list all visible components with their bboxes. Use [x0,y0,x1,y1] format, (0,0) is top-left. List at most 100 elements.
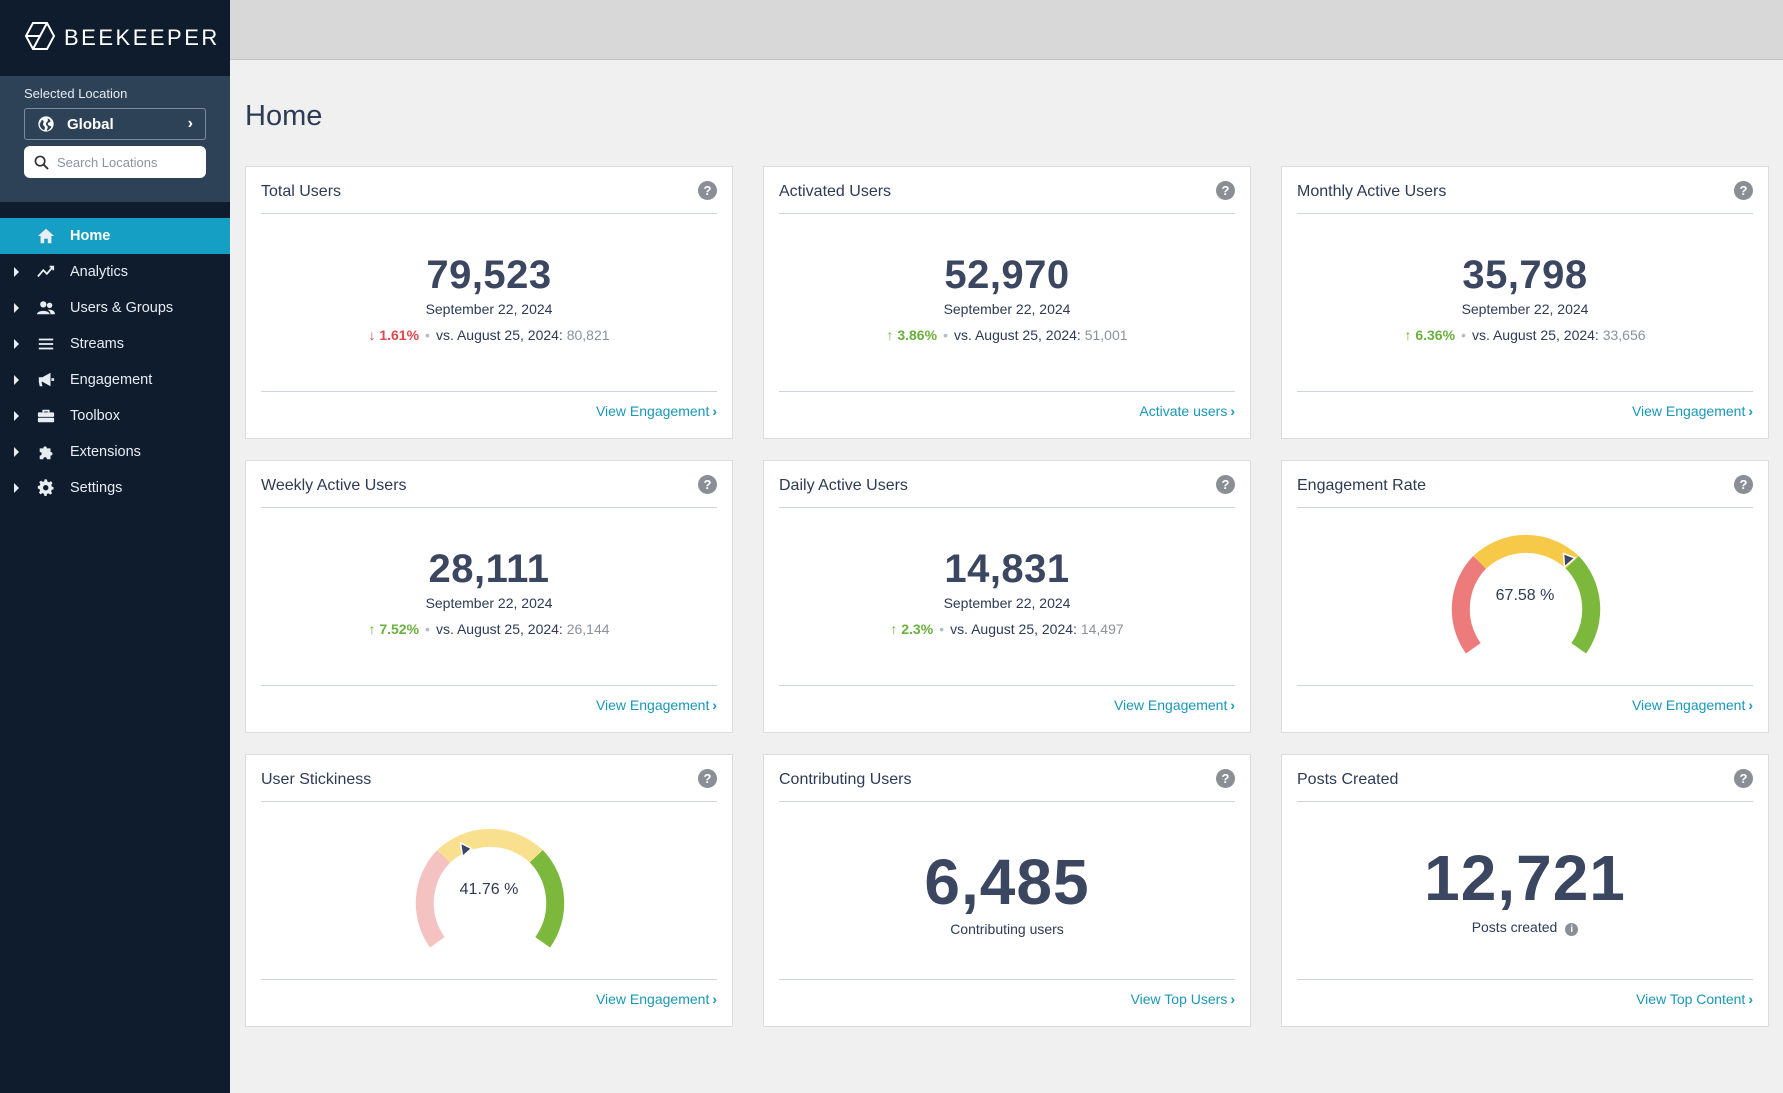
link-label: View Top Users [1130,991,1228,1007]
separator-dot: • [943,327,948,343]
divider [261,979,717,980]
toolbox-icon [36,406,56,426]
chevron-right-icon: › [1230,403,1235,419]
card-title: User Stickiness [261,771,372,788]
card-title: Activated Users [779,183,892,200]
divider [261,685,717,686]
main-nav: Home Analytics Users & Groups Streams En… [0,218,230,506]
nav-item-streams[interactable]: Streams [0,326,230,362]
help-icon[interactable]: ? [1216,181,1235,200]
help-icon[interactable]: ? [698,181,717,200]
metric-date: September 22, 2024 [943,301,1071,317]
help-icon[interactable]: ? [1734,475,1753,494]
help-icon[interactable]: ? [1734,769,1753,788]
help-icon[interactable]: ? [698,769,717,788]
home-icon [36,226,56,246]
link-label: View Engagement [1631,403,1746,419]
activate-users-link[interactable]: Activate users › [1139,403,1235,419]
brand[interactable]: BEEKEEPER [0,0,230,76]
card-posts-created: Posts Created ? 12,721 Posts created i Vi… [1281,754,1769,1027]
card-contributing-users: Contributing Users ? 6,485 Contributing … [763,754,1251,1027]
link-label: View Engagement [1113,697,1228,713]
card-title: Daily Active Users [779,477,908,494]
separator-dot: • [425,327,430,343]
nav-label: Toolbox [70,408,120,424]
brand-name: BEEKEEPER [64,25,220,50]
location-selected: Global [67,115,114,133]
metric-date: September 22, 2024 [1461,301,1589,317]
separator-dot: • [425,621,430,637]
link-label: View Top Content [1636,991,1746,1007]
location-label: Selected Location [24,86,128,101]
metric-date: September 22, 2024 [425,301,553,317]
engagement-rate-gauge [1451,535,1601,654]
help-icon[interactable]: ? [1216,475,1235,494]
card-daily-active-users: Daily Active Users ? 14,831 September 22… [763,460,1251,733]
view-engagement-link[interactable]: View Engagement › [1632,403,1753,419]
metric-caption: Contributing users [950,921,1064,937]
card-title: Total Users [261,183,342,200]
search-locations-input[interactable] [57,154,187,170]
link-label: View Engagement [1631,697,1746,713]
link-label: Activate users [1139,403,1228,419]
nav-item-users-groups[interactable]: Users & Groups [0,290,230,326]
comparison-label: vs. August 25, 2024: [953,327,1081,343]
location-search[interactable] [24,146,206,178]
metric-value: 6,485 [924,846,1090,918]
view-engagement-link[interactable]: View Engagement › [596,991,717,1007]
divider [779,979,1235,980]
link-label: View Engagement [595,403,710,419]
nav-item-extensions[interactable]: Extensions [0,434,230,470]
view-engagement-link[interactable]: View Engagement › [1114,697,1235,713]
metric-comparison: ↓ 1.61% • vs. August 25, 2024: 80,821 [246,327,732,343]
card-weekly-active-users: Weekly Active Users ? 28,111 September 2… [245,460,733,733]
view-engagement-link[interactable]: View Engagement › [596,403,717,419]
divider [779,801,1235,802]
divider [779,685,1235,686]
metric-value: 35,798 [1462,253,1588,297]
divider [1297,685,1753,686]
page-title: Home [245,100,323,132]
nav-item-analytics[interactable]: Analytics [0,254,230,290]
link-label: View Engagement [595,991,710,1007]
metric-value: 79,523 [426,253,552,297]
help-icon[interactable]: ? [698,475,717,494]
help-icon[interactable]: ? [1734,181,1753,200]
view-engagement-link[interactable]: View Engagement › [596,697,717,713]
nav-item-engagement[interactable]: Engagement [0,362,230,398]
metric-caption-row: Posts created i [1282,919,1768,936]
nav-item-toolbox[interactable]: Toolbox [0,398,230,434]
gauge-value: 41.76 % [459,881,519,898]
location-select[interactable]: Global › [24,108,206,140]
view-top-users-link[interactable]: View Top Users › [1131,991,1235,1007]
metric-date: September 22, 2024 [943,595,1071,611]
divider [779,213,1235,214]
comparison-label: vs. August 25, 2024: [1471,327,1599,343]
card-monthly-active-users: Monthly Active Users ? 35,798 September … [1281,166,1769,439]
comparison-label: vs. August 25, 2024: [950,621,1077,637]
list-icon [36,334,56,354]
card-title: Weekly Active Users [261,477,407,494]
change-percent: 3.86% [897,327,938,343]
nav-label: Settings [70,480,123,496]
metric-caption: Posts created [1471,919,1558,935]
comparison-label: vs. August 25, 2024: [435,621,563,637]
help-icon[interactable]: ? [1216,769,1235,788]
metric-comparison: ↑ 6.36% • vs. August 25, 2024: 33,656 [1282,327,1768,343]
view-engagement-link[interactable]: View Engagement › [1632,697,1753,713]
card-title: Engagement Rate [1297,477,1426,494]
divider [779,391,1235,392]
nav-label: Analytics [70,264,129,280]
nav-label: Users & Groups [70,300,174,316]
view-top-content-link[interactable]: View Top Content › [1636,991,1753,1007]
metric-value: 52,970 [944,253,1070,297]
metric-date: September 22, 2024 [425,595,553,611]
divider [779,507,1235,508]
nav-item-home[interactable]: Home [0,218,230,254]
card-user-stickiness: User Stickiness ? 41.76 % View Engagemen… [245,754,733,1027]
gear-icon [36,478,56,498]
info-icon[interactable]: i [1565,923,1579,936]
caret-right-icon [14,447,19,457]
divider [1297,391,1753,392]
nav-item-settings[interactable]: Settings [0,470,230,506]
